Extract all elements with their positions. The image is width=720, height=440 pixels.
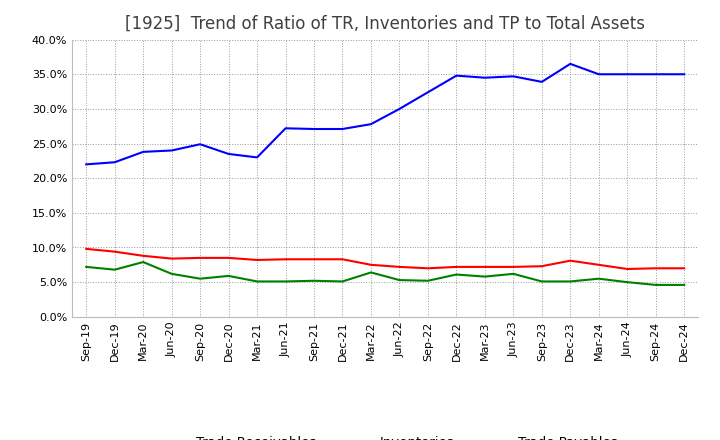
Trade Payables — [395, 278, 404, 283]
Inventories — [139, 149, 148, 154]
Inventories — [423, 90, 432, 95]
Trade Receivables — [139, 253, 148, 258]
Inventories — [82, 161, 91, 167]
Trade Receivables — [282, 257, 290, 262]
Inventories — [623, 72, 631, 77]
Line: Trade Payables: Trade Payables — [86, 262, 684, 285]
Trade Payables — [167, 271, 176, 276]
Trade Receivables — [110, 249, 119, 254]
Trade Receivables — [225, 255, 233, 260]
Inventories — [196, 142, 204, 147]
Inventories — [680, 72, 688, 77]
Trade Receivables — [395, 264, 404, 270]
Trade Receivables — [480, 264, 489, 270]
Trade Receivables — [366, 262, 375, 268]
Trade Receivables — [196, 255, 204, 260]
Trade Receivables — [509, 264, 518, 270]
Inventories — [338, 126, 347, 132]
Title: [1925]  Trend of Ratio of TR, Inventories and TP to Total Assets: [1925] Trend of Ratio of TR, Inventories… — [125, 15, 645, 33]
Trade Receivables — [338, 257, 347, 262]
Trade Receivables — [310, 257, 318, 262]
Trade Receivables — [537, 264, 546, 269]
Trade Payables — [366, 270, 375, 275]
Inventories — [537, 79, 546, 84]
Trade Payables — [82, 264, 91, 270]
Trade Payables — [139, 260, 148, 265]
Inventories — [253, 155, 261, 160]
Inventories — [566, 61, 575, 66]
Trade Payables — [225, 273, 233, 279]
Inventories — [225, 151, 233, 157]
Trade Receivables — [566, 258, 575, 263]
Inventories — [395, 106, 404, 111]
Inventories — [366, 121, 375, 127]
Trade Receivables — [623, 266, 631, 271]
Trade Payables — [509, 271, 518, 276]
Trade Payables — [253, 279, 261, 284]
Trade Payables — [680, 282, 688, 288]
Trade Payables — [310, 278, 318, 283]
Trade Payables — [566, 279, 575, 284]
Trade Receivables — [423, 266, 432, 271]
Inventories — [595, 72, 603, 77]
Trade Receivables — [167, 256, 176, 261]
Trade Payables — [537, 279, 546, 284]
Inventories — [167, 148, 176, 153]
Line: Inventories: Inventories — [86, 64, 684, 164]
Trade Payables — [652, 282, 660, 288]
Line: Trade Receivables: Trade Receivables — [86, 249, 684, 269]
Trade Payables — [623, 279, 631, 285]
Trade Receivables — [253, 257, 261, 263]
Inventories — [509, 73, 518, 79]
Trade Receivables — [652, 266, 660, 271]
Trade Payables — [338, 279, 347, 284]
Trade Receivables — [452, 264, 461, 270]
Trade Payables — [110, 267, 119, 272]
Trade Payables — [480, 274, 489, 279]
Trade Receivables — [595, 262, 603, 268]
Inventories — [310, 126, 318, 132]
Trade Payables — [196, 276, 204, 281]
Trade Payables — [423, 278, 432, 283]
Inventories — [652, 72, 660, 77]
Trade Receivables — [82, 246, 91, 252]
Trade Payables — [595, 276, 603, 281]
Inventories — [452, 73, 461, 78]
Trade Payables — [282, 279, 290, 284]
Inventories — [480, 75, 489, 81]
Trade Receivables — [680, 266, 688, 271]
Trade Payables — [452, 272, 461, 277]
Legend: Trade Receivables, Inventories, Trade Payables: Trade Receivables, Inventories, Trade Pa… — [148, 431, 623, 440]
Inventories — [282, 126, 290, 131]
Inventories — [110, 160, 119, 165]
